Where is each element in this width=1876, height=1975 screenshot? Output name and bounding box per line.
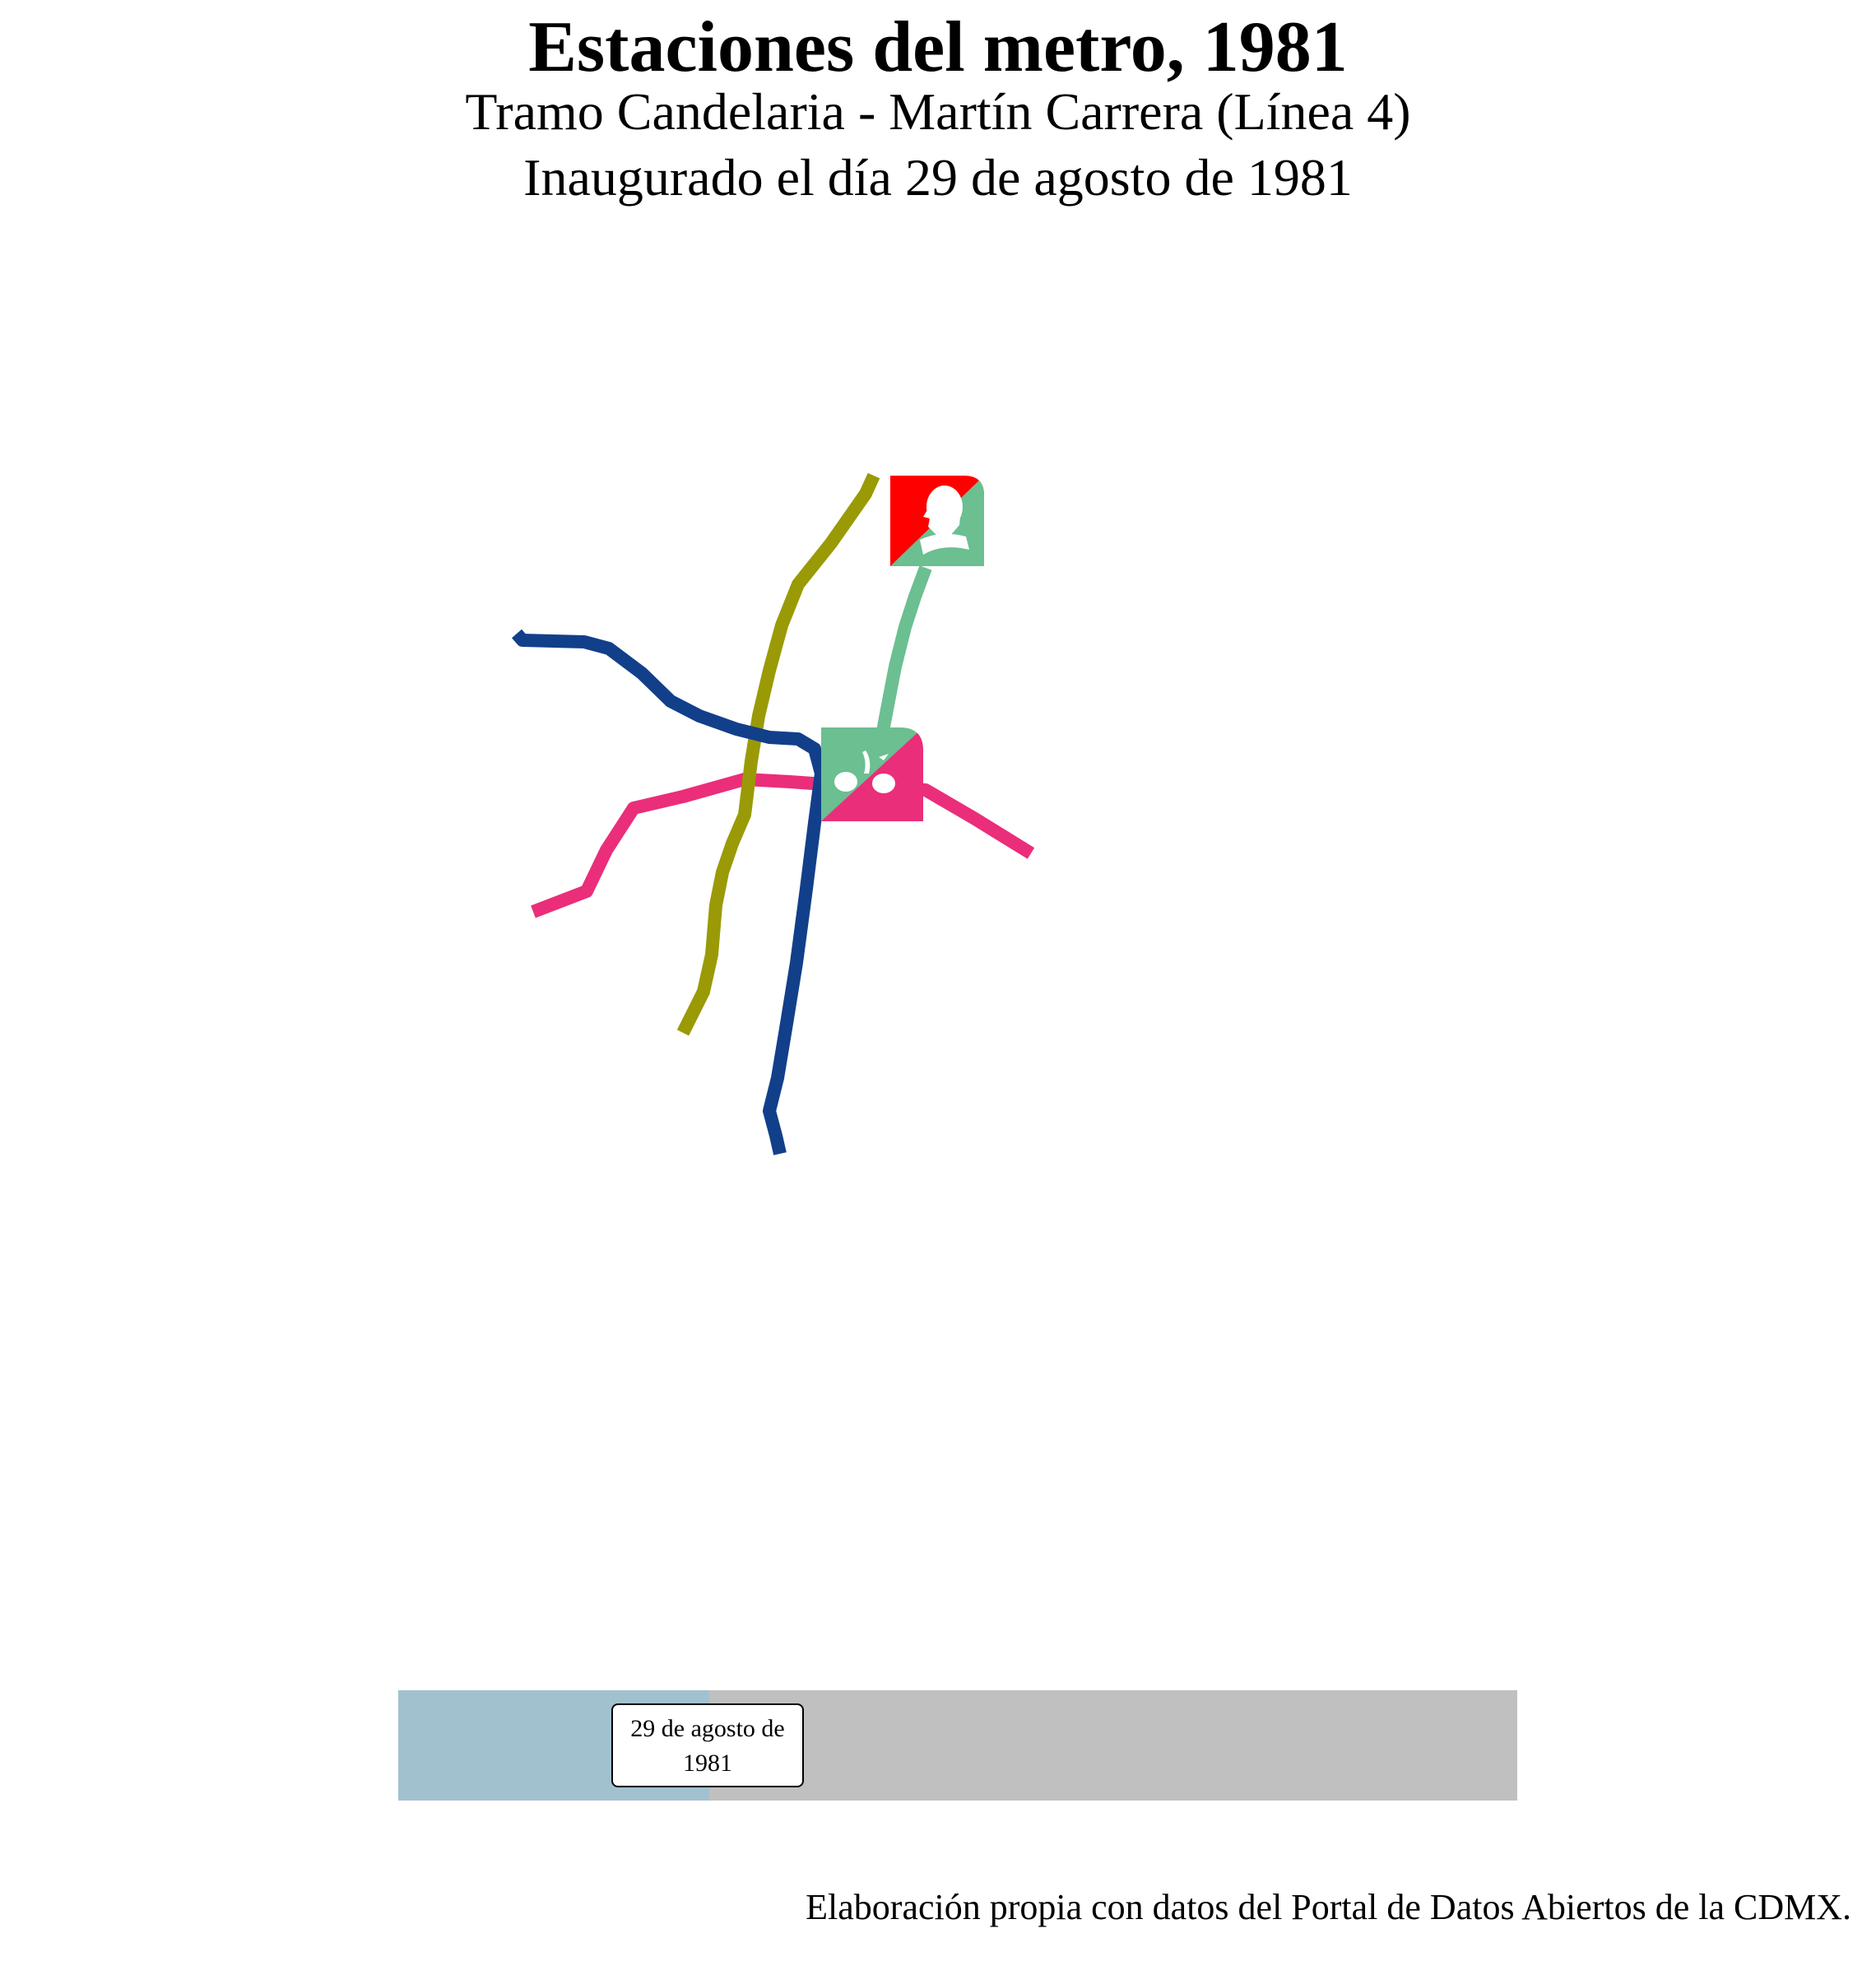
- timeline-bar: 29 de agosto de 1981: [398, 1690, 1517, 1801]
- map-title: Estaciones del metro, 1981: [528, 7, 1348, 87]
- timeline-date-label: 29 de agosto de 1981: [611, 1703, 804, 1787]
- martin-carrera-station-icon: [890, 476, 984, 566]
- metro-line-2: [511, 629, 828, 1155]
- metro-map: [511, 472, 1035, 1155]
- map-subtitle-date: Inaugurado el día 29 de agosto de 1981: [523, 148, 1353, 207]
- metro-line-3: [676, 472, 880, 1036]
- candelaria-station-icon: [821, 727, 923, 821]
- metro-line-1: [531, 773, 1035, 918]
- source-caption: Elaboración propia con datos del Portal …: [806, 1887, 1851, 1927]
- map-subtitle-section: Tramo Candelaria - Martín Carrera (Línea…: [465, 82, 1411, 141]
